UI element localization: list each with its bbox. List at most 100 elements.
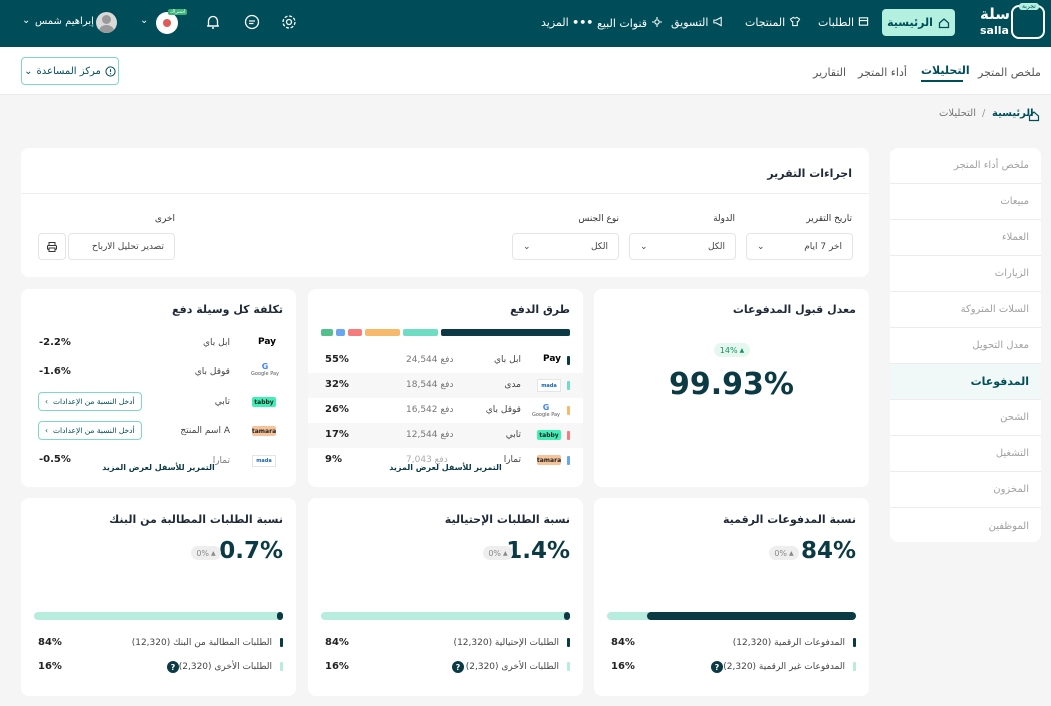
sidebar-item-payments[interactable]: المدفوعات [890, 364, 1041, 400]
country-select[interactable]: ⌄ الكل [629, 233, 736, 260]
payment-method-percent: 9% [325, 454, 342, 465]
chevron-down-icon[interactable]: ⌄ [140, 15, 149, 26]
sidebar-item-conversion-rate[interactable]: معدل التحويل [890, 328, 1041, 364]
tab-store-summary[interactable]: ملخص المتجر [978, 66, 1041, 79]
payment-method-segment [335, 329, 346, 336]
nav-sales-channels-label: قنوات البيع [597, 17, 648, 30]
avatar-head [102, 15, 111, 24]
payment-methods-card: طرق الدفع Pay ابل باي 24,544 دفع 55% mad… [308, 289, 583, 487]
gender-select[interactable]: ⌄ الكل [512, 233, 619, 260]
legend-marker [567, 638, 570, 647]
user-avatar[interactable] [96, 12, 117, 33]
legend-marker [567, 381, 570, 390]
digital-payments-title: نسبة المدفوعات الرقمية [722, 513, 856, 526]
tab-store-performance[interactable]: أداء المتجر [858, 66, 907, 79]
digital-row-percent: 84% [611, 637, 635, 648]
sidebar-item-visits[interactable]: الزيارات [890, 256, 1041, 292]
sidebar-item-sales[interactable]: مبيعات [890, 184, 1041, 220]
cost-value: -0.5% [39, 454, 71, 465]
legend-marker [280, 638, 283, 647]
legend-marker [567, 431, 570, 440]
legend-marker [567, 456, 570, 465]
store-avatar[interactable] [156, 12, 178, 34]
arrow-up-icon: ▲ [503, 549, 508, 557]
tamara-icon: tamara [536, 455, 562, 465]
nav-orders-label: الطلبات [818, 16, 855, 29]
question-icon[interactable]: ? [167, 661, 179, 673]
help-circle-icon [105, 65, 116, 77]
question-icon[interactable]: ? [711, 661, 723, 673]
chevron-down-icon: ⌄ [523, 241, 531, 252]
bank-row-percent: 84% [38, 637, 62, 648]
tab-reports[interactable]: التقارير [813, 66, 847, 79]
salla-logo-icon[interactable] [1011, 5, 1045, 39]
payment-method-name: تابي [505, 430, 521, 440]
sidebar-item-abandoned-carts[interactable]: السلات المتروكة [890, 292, 1041, 328]
user-name[interactable]: إبراهيم شمس [35, 16, 94, 27]
bank-change-badge: 0% ▲ [191, 546, 221, 560]
acceptance-change-value: 14% [719, 345, 738, 355]
digital-row-label: المدفوعات الرقمية (12,320) [732, 638, 845, 648]
scroll-fade [308, 467, 583, 487]
sidebar-item-customers[interactable]: العملاء [890, 220, 1041, 256]
sidebar-item-operations[interactable]: التشغيل [890, 436, 1041, 472]
payment-methods-title: طرق الدفع [510, 303, 570, 316]
enter-rate-from-settings-button[interactable]: ‹ أدخل النسبة من الإعدادات [38, 392, 142, 411]
sidebar-item-shipping[interactable]: الشحن [890, 400, 1041, 436]
notification-bell-icon[interactable] [204, 13, 222, 35]
legend-marker [567, 662, 570, 671]
payment-cost-card: تكلفة كل وسيلة دفع Pay ابل باي -2.2% G Go… [21, 289, 296, 487]
store-logo-icon [163, 19, 171, 27]
fraud-change-badge: 0% ▲ [483, 546, 513, 560]
nav-sales-channels[interactable]: قنوات البيع [597, 16, 663, 30]
nav-marketing[interactable]: التسويق [671, 16, 724, 29]
methods-scroll-hint: التمرير للأسفل لعرض المزيد [389, 463, 502, 472]
chat-icon[interactable] [243, 13, 261, 35]
tamara-icon: tamara [251, 426, 277, 436]
sidebar-item-store-performance[interactable]: ملخص أداء المتجر [890, 148, 1041, 184]
sidebar-item-employees[interactable]: الموظفين [988, 520, 1029, 532]
digital-change-badge: 0% ▲ [769, 546, 799, 560]
settings-icon[interactable] [280, 13, 298, 35]
cost-method-name: قوقل باي [194, 367, 230, 377]
apple-pay-icon: Pay [542, 354, 561, 364]
question-icon[interactable]: ? [452, 661, 464, 673]
cost-scroll-hint: التمرير للأسفل لعرض المزيد [102, 463, 215, 472]
breadcrumb-home[interactable]: الرئيسية [992, 108, 1034, 119]
nav-more[interactable]: المزيد ••• [541, 16, 593, 29]
tab-analytics[interactable]: التحليلات [921, 64, 970, 77]
more-dots-icon: ••• [572, 16, 594, 29]
brand-english: salla [980, 24, 1009, 37]
export-profit-analysis-field[interactable]: تصدير تحليل الارباح [68, 233, 175, 260]
fraud-row-percent: 16% [325, 661, 349, 672]
gender-label: نوع الجنس [578, 214, 619, 224]
payment-method-row: G Google Pay قوقل باي 16,542 دفع 26% [308, 398, 583, 423]
bank-row-percent: 16% [38, 661, 62, 672]
arrow-up-icon: ▲ [739, 346, 745, 354]
home-button[interactable]: الرئيسية [882, 9, 955, 36]
bank-change-value: 0% [196, 548, 210, 558]
report-actions-title: اجراءات التقرير [767, 167, 852, 180]
payment-method-row: mada مدى 18,544 دفع 32% [308, 373, 583, 398]
legend-marker [567, 406, 570, 415]
bank-progress-fill [277, 612, 283, 620]
nav-orders[interactable]: الطلبات [818, 16, 869, 29]
tshirt-icon [789, 16, 800, 27]
enter-rate-from-settings-button[interactable]: ‹ أدخل النسبة من الإعدادات [38, 421, 142, 440]
payment-method-percent: 26% [325, 404, 349, 415]
nav-products[interactable]: المنتجات [745, 16, 801, 29]
chevron-left-icon: ‹ [45, 397, 48, 406]
report-date-select[interactable]: ⌄ اخر 7 ايام [746, 233, 853, 260]
report-date-label: تاريخ التقرير [806, 214, 852, 224]
sidebar-item-inventory[interactable]: المخزون [890, 472, 1041, 508]
tabby-icon: tabby [537, 430, 561, 440]
fraud-orders-card: نسبة الطلبات الإحتيالية 1.4% 0% ▲ الطلبا… [308, 498, 583, 696]
payment-method-name: مدى [504, 380, 521, 390]
help-center-button[interactable]: ⌄ مركز المساعدة [21, 57, 119, 85]
country-label: الدولة [713, 214, 735, 224]
print-button[interactable] [38, 233, 66, 260]
breadcrumb-home-icon[interactable] [1028, 107, 1040, 126]
user-menu-chevron-icon[interactable]: ⌄ [22, 15, 31, 26]
fraud-row-percent: 84% [325, 637, 349, 648]
avatar-body [99, 25, 114, 33]
